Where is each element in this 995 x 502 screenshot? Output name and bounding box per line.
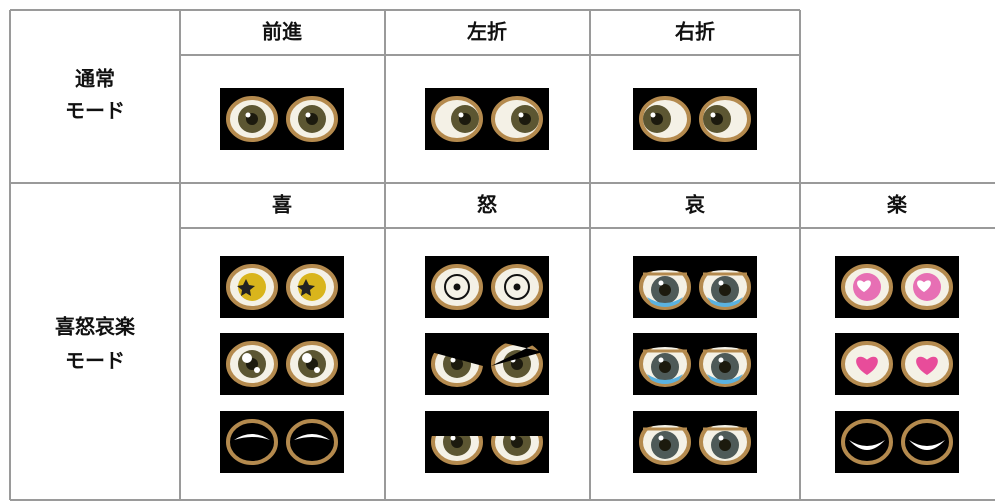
eye-part <box>916 356 938 375</box>
eye-part <box>718 357 724 363</box>
eyelid <box>639 340 691 352</box>
column-header: 左折 <box>467 20 507 44</box>
eye-part <box>444 274 470 300</box>
column-header: 怒 <box>477 193 497 217</box>
eye-part <box>254 367 260 373</box>
tear <box>707 374 743 384</box>
eye-part <box>658 357 664 363</box>
eye-part <box>237 279 255 296</box>
eye-part <box>513 283 521 291</box>
eye-part <box>458 112 464 118</box>
eye-part <box>450 357 456 363</box>
eye-pair <box>425 256 549 318</box>
column-header: 哀 <box>685 193 706 217</box>
row-label: 通常 <box>75 67 115 91</box>
eye-illustrations <box>220 88 959 473</box>
eye-pair <box>633 411 757 473</box>
row-label: モード <box>65 349 125 373</box>
eye-pair <box>425 333 549 395</box>
eye-white <box>841 419 893 465</box>
column-header: 右折 <box>675 20 715 44</box>
eye-part <box>450 435 456 441</box>
eyelid <box>699 340 751 352</box>
eye-part <box>245 112 251 118</box>
eye-pair <box>835 256 959 318</box>
tear <box>707 297 743 307</box>
pupil <box>719 361 731 373</box>
pupil <box>719 439 731 451</box>
eyelid <box>639 263 691 275</box>
column-header: 楽 <box>887 193 908 217</box>
eye-pair <box>633 88 757 150</box>
eyelid <box>699 418 751 430</box>
eye-white <box>901 419 953 465</box>
eye-arc <box>234 434 270 440</box>
eyelid <box>639 418 691 430</box>
eye-part <box>242 353 252 363</box>
eyelid <box>491 340 543 366</box>
eye-part <box>710 112 716 118</box>
eye-part <box>453 283 461 291</box>
eye-arc <box>849 440 885 450</box>
eye-pair <box>633 256 757 318</box>
eye-part <box>650 112 656 118</box>
row-label: 喜怒哀楽 <box>55 315 136 339</box>
eyelid <box>431 340 483 366</box>
eye-pair <box>220 411 344 473</box>
eye-pair <box>220 88 344 150</box>
eye-pair <box>425 411 549 473</box>
tear <box>647 297 683 307</box>
eye-part <box>718 280 724 286</box>
eye-pair <box>633 333 757 395</box>
eye-part <box>314 367 320 373</box>
eye-part <box>917 280 931 292</box>
eye-pair <box>220 333 344 395</box>
eye-white <box>226 419 278 465</box>
tear <box>647 374 683 384</box>
table-rules <box>9 9 995 501</box>
eye-part <box>297 279 315 296</box>
column-header: 前進 <box>262 20 302 44</box>
eye-part <box>658 280 664 286</box>
eye-part <box>658 435 664 441</box>
eye-pair <box>835 333 959 395</box>
eye-part <box>305 112 311 118</box>
eye-pair <box>220 256 344 318</box>
pupil <box>659 439 671 451</box>
eyelid <box>699 263 751 275</box>
eye-part <box>510 435 516 441</box>
eye-part <box>857 280 871 292</box>
pupil <box>659 361 671 373</box>
eyelid <box>431 418 483 436</box>
eyelid <box>491 418 543 436</box>
eye-arc <box>294 434 330 440</box>
eye-white <box>286 419 338 465</box>
eye-part <box>504 274 530 300</box>
eye-part <box>856 356 878 375</box>
eye-pair <box>835 411 959 473</box>
eye-arc <box>909 440 945 450</box>
pupil <box>659 284 671 296</box>
row-label: モード <box>65 99 125 123</box>
eye-part <box>718 435 724 441</box>
column-header: 喜 <box>272 193 292 217</box>
eye-part <box>518 112 524 118</box>
pupil <box>719 284 731 296</box>
eye-part <box>302 353 312 363</box>
eye-pair <box>425 88 549 150</box>
